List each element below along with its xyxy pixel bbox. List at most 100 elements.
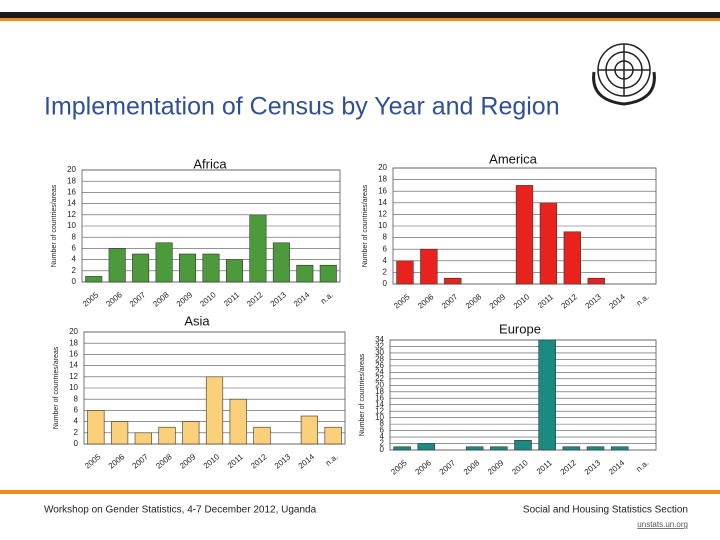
x-tick-label: 2006	[416, 292, 436, 311]
x-tick-label: 2012	[559, 458, 579, 477]
x-tick-label: 2013	[583, 458, 603, 477]
x-tick-label: 2009	[488, 292, 508, 311]
y-tick-label: 20	[69, 327, 78, 336]
y-tick-label: 14	[67, 199, 76, 208]
y-tick-label: 8	[383, 233, 388, 242]
top-accent	[0, 18, 720, 21]
bar	[396, 260, 414, 285]
y-tick-label: 2	[74, 428, 79, 437]
bar	[202, 253, 220, 283]
x-tick-label: 2005	[392, 292, 412, 311]
bar	[490, 446, 508, 451]
bar	[539, 202, 558, 285]
y-tick-label: 34	[375, 335, 384, 344]
bar	[417, 443, 436, 451]
y-tick-label: 2	[72, 266, 77, 275]
bar	[249, 214, 267, 283]
y-tick-label: 18	[375, 387, 384, 396]
top-bar	[0, 12, 720, 20]
y-tick-label: 18	[378, 175, 387, 184]
y-tick-label: 4	[383, 256, 388, 265]
y-tick-label: 32	[375, 342, 384, 351]
y-tick-label: 12	[378, 210, 387, 219]
x-tick-label: 2014	[297, 452, 317, 471]
y-tick-label: 16	[69, 350, 78, 359]
footer-url[interactable]: unstats.un.org	[637, 520, 688, 529]
y-tick-label: 30	[375, 348, 384, 357]
x-tick-label: 2005	[83, 452, 103, 471]
y-tick-label: 0	[72, 277, 77, 286]
x-tick-label: 2012	[245, 290, 265, 309]
y-tick-label: 16	[67, 188, 76, 197]
bar	[108, 248, 126, 283]
y-tick-label: 8	[72, 232, 77, 241]
y-tick-label: 10	[67, 221, 76, 230]
y-axis-label: Number of countries/areas	[51, 184, 58, 267]
x-tick-label: 2008	[464, 292, 484, 311]
chart-title: Asia	[184, 313, 210, 328]
bar	[85, 276, 103, 283]
x-tick-label: 2007	[128, 290, 148, 309]
bar	[586, 446, 605, 451]
bar	[515, 185, 534, 285]
x-tick-label: 2010	[512, 292, 532, 311]
x-tick-label: n.a.	[635, 292, 651, 307]
x-tick-label: 2013	[273, 452, 293, 471]
x-tick-label: 2010	[198, 290, 218, 309]
y-tick-label: 16	[375, 393, 384, 402]
y-tick-label: 24	[375, 367, 384, 376]
x-tick-label: 2011	[535, 458, 554, 476]
bar	[110, 421, 129, 445]
y-tick-label: 8	[380, 419, 385, 428]
un-emblem	[592, 43, 656, 106]
bar	[182, 421, 200, 445]
x-tick-label: 2007	[131, 452, 151, 471]
x-tick-label: 2013	[269, 290, 289, 309]
y-tick-label: 8	[74, 394, 79, 403]
x-tick-label: n.a.	[319, 290, 335, 305]
x-tick-label: 2010	[202, 452, 222, 471]
bar	[562, 446, 581, 451]
y-tick-label: 18	[67, 176, 76, 185]
y-tick-label: 20	[67, 165, 76, 174]
bar	[319, 264, 337, 283]
bar	[393, 446, 411, 451]
x-tick-label: 2013	[583, 292, 603, 311]
y-tick-label: 0	[74, 439, 79, 448]
y-tick-label: 10	[69, 383, 78, 392]
x-tick-label: 2007	[438, 458, 458, 477]
bar	[563, 231, 581, 285]
plot-frame	[389, 339, 657, 451]
x-tick-label: 2009	[175, 290, 195, 309]
chart-title: Africa	[193, 156, 227, 171]
x-tick-label: 2011	[222, 290, 241, 308]
y-tick-label: 14	[375, 400, 384, 409]
bar	[465, 446, 484, 451]
y-tick-label: 20	[378, 163, 387, 172]
y-tick-label: 6	[74, 406, 79, 415]
footer-bar	[0, 490, 720, 494]
x-tick-label: n.a.	[324, 452, 340, 467]
bar	[444, 277, 462, 285]
bar	[179, 253, 197, 283]
footer-left: Workshop on Gender Statistics, 4-7 Decem…	[44, 505, 317, 516]
footer-right: Social and Housing Statistics Section	[523, 505, 688, 516]
bar	[134, 432, 152, 445]
bar	[225, 259, 243, 283]
bar	[253, 426, 271, 445]
y-tick-label: 28	[375, 355, 384, 364]
y-tick-label: 14	[69, 361, 78, 370]
bar	[132, 253, 150, 283]
x-tick-label: 2006	[413, 458, 433, 477]
y-tick-label: 2	[380, 439, 385, 448]
x-tick-label: 2014	[292, 290, 312, 309]
y-tick-label: 12	[69, 372, 78, 381]
y-tick-label: 12	[67, 210, 76, 219]
bar	[205, 376, 224, 445]
x-tick-label: 2005	[389, 458, 409, 477]
bar	[610, 446, 629, 451]
x-tick-label: 2010	[510, 458, 530, 477]
bar	[87, 410, 105, 445]
